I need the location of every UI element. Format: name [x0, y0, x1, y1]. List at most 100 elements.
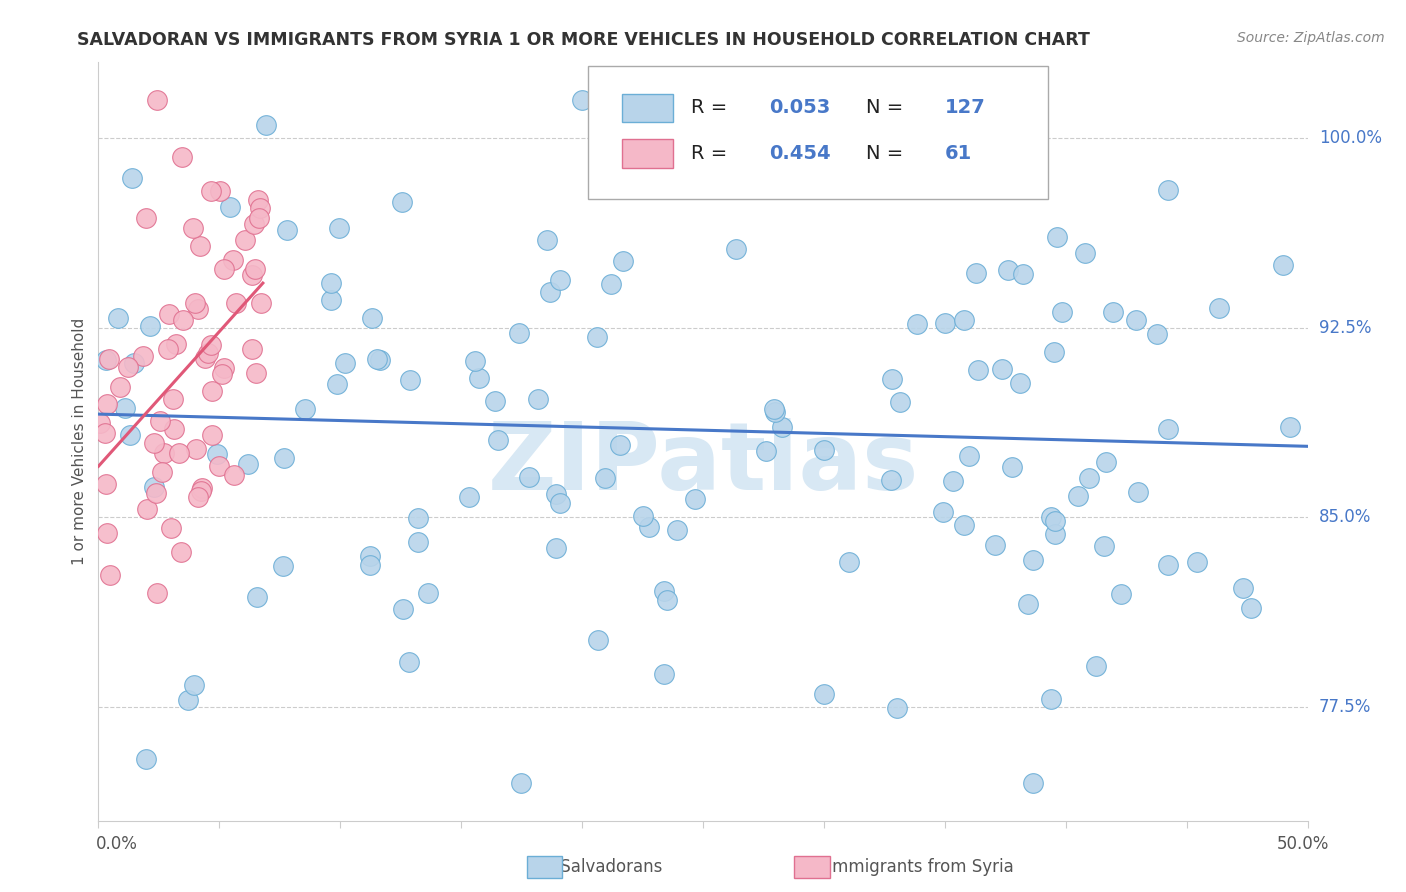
Point	[240, 343, 263, 357]
Point	[486, 433, 509, 447]
Text: N =: N =	[866, 98, 910, 118]
Point	[666, 523, 689, 537]
Point	[1232, 581, 1254, 595]
Point	[94, 426, 117, 441]
Point	[894, 94, 917, 108]
Point	[1001, 460, 1024, 475]
Point	[177, 692, 200, 706]
Point	[190, 482, 212, 496]
Text: 100.0%: 100.0%	[1319, 129, 1382, 147]
Point	[172, 313, 194, 327]
Point	[1085, 658, 1108, 673]
Point	[145, 94, 167, 108]
Point	[1077, 471, 1099, 485]
Point	[152, 446, 174, 460]
Text: N =: N =	[866, 144, 910, 163]
Point	[484, 393, 506, 408]
Text: 0.0%: 0.0%	[96, 835, 138, 853]
Point	[249, 201, 271, 215]
Text: R =: R =	[690, 144, 734, 163]
Point	[631, 509, 654, 524]
Point	[458, 490, 481, 504]
Point	[957, 449, 980, 463]
Point	[167, 446, 190, 460]
Point	[406, 535, 429, 549]
Point	[187, 301, 209, 316]
Point	[114, 401, 136, 416]
Point	[142, 479, 165, 493]
Point	[135, 752, 157, 766]
Point	[966, 363, 988, 377]
Point	[139, 319, 162, 334]
Point	[1146, 327, 1168, 342]
Point	[1240, 601, 1263, 615]
Point	[170, 150, 193, 164]
Point	[544, 541, 567, 555]
Point	[1156, 421, 1178, 435]
Point	[98, 568, 121, 582]
Point	[122, 356, 145, 370]
Point	[1156, 183, 1178, 197]
Point	[1102, 305, 1125, 319]
Point	[181, 220, 204, 235]
Point	[333, 356, 356, 370]
Point	[1043, 527, 1066, 541]
Point	[905, 317, 928, 331]
Point	[136, 501, 159, 516]
Point	[188, 239, 211, 253]
Point	[398, 374, 420, 388]
Text: 50.0%: 50.0%	[1277, 835, 1329, 853]
Point	[163, 422, 186, 436]
Point	[464, 353, 486, 368]
Point	[107, 311, 129, 326]
Point	[96, 397, 118, 411]
Text: 61: 61	[945, 144, 972, 163]
Point	[1109, 587, 1132, 601]
Point	[201, 428, 224, 442]
Point	[983, 538, 1005, 552]
Point	[319, 293, 342, 308]
Point	[1157, 558, 1180, 573]
Point	[1095, 455, 1118, 469]
Point	[271, 559, 294, 574]
Point	[600, 277, 623, 292]
Point	[882, 372, 904, 386]
Point	[238, 457, 260, 471]
Point	[1012, 267, 1035, 281]
Point	[184, 296, 207, 310]
Point	[187, 490, 209, 504]
Point	[208, 458, 231, 473]
Point	[224, 467, 246, 482]
Point	[770, 420, 793, 434]
Point	[135, 211, 157, 225]
Point	[418, 585, 440, 599]
Point	[886, 701, 908, 715]
Point	[132, 349, 155, 363]
Point	[931, 505, 953, 519]
Point	[593, 471, 616, 485]
Text: 85.0%: 85.0%	[1319, 508, 1371, 526]
Point	[1125, 313, 1147, 327]
Point	[201, 384, 224, 398]
Point	[170, 545, 193, 559]
Point	[763, 401, 786, 416]
Point	[294, 401, 316, 416]
Point	[1067, 489, 1090, 503]
Point	[326, 376, 349, 391]
Text: ZIPatlas: ZIPatlas	[488, 418, 918, 510]
Point	[110, 380, 132, 394]
Point	[118, 427, 141, 442]
Point	[165, 337, 187, 351]
FancyBboxPatch shape	[588, 66, 1047, 199]
Point	[360, 310, 382, 325]
Point	[243, 261, 266, 276]
Point	[209, 184, 232, 198]
Point	[652, 666, 675, 681]
Point	[218, 200, 240, 214]
Point	[247, 194, 270, 208]
Point	[157, 342, 180, 356]
Point	[953, 518, 976, 533]
Point	[247, 211, 270, 225]
Text: 92.5%: 92.5%	[1319, 318, 1371, 337]
Point	[942, 475, 965, 489]
